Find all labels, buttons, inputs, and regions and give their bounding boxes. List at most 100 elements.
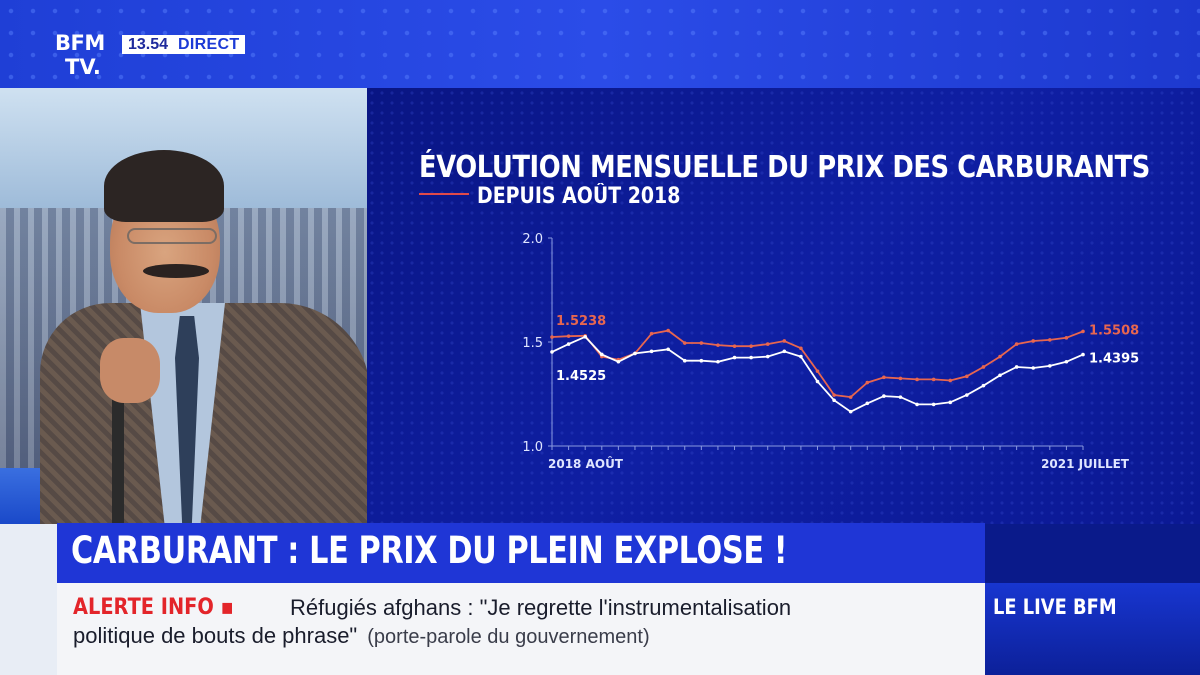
- series-point-1: [832, 398, 836, 403]
- ticker-line2: politique de bouts de phrase" (porte-paro…: [73, 623, 650, 649]
- studio-video: [0, 88, 367, 524]
- series-point-0: [1014, 342, 1019, 346]
- series-point-1: [1048, 364, 1052, 368]
- chart-panel: ÉVOLUTION MENSUELLE DU PRIX DES CARBURAN…: [367, 88, 1200, 524]
- presenter-hair: [104, 150, 224, 222]
- series-point-1: [1014, 365, 1019, 369]
- chart-title: ÉVOLUTION MENSUELLE DU PRIX DES CARBURAN…: [419, 150, 1150, 185]
- y-tick-label: 2.0: [522, 232, 543, 247]
- series-end-label: 1.5508: [1089, 323, 1139, 338]
- series-end-label: 1.4395: [1089, 352, 1139, 367]
- series-point-1: [616, 359, 621, 364]
- series-point-1: [1064, 359, 1069, 364]
- microphone: [112, 388, 124, 524]
- series-point-0: [1064, 336, 1069, 340]
- series-line-1: [551, 335, 1084, 413]
- series-point-0: [666, 328, 670, 333]
- series-point-1: [699, 358, 704, 363]
- presenter-glasses: [127, 228, 217, 244]
- series-point-0: [832, 393, 836, 397]
- series-point-1: [550, 350, 554, 354]
- live-badge: DIRECT: [178, 35, 240, 53]
- chart-subtitle: DEPUIS AOÛT 2018: [477, 184, 681, 209]
- news-ticker: ALERTE INFO ▪ Réfugiés afghans : "Je reg…: [57, 583, 985, 675]
- series-point-0: [998, 354, 1002, 359]
- live-bfm-label: LE LIVE BFM: [993, 595, 1117, 619]
- series-point-1: [815, 379, 820, 384]
- series-point-0: [882, 375, 886, 380]
- presenter-moustache: [143, 264, 209, 278]
- y-tick-label: 1.0: [522, 440, 543, 455]
- series-point-1: [1031, 366, 1036, 370]
- series-point-1: [998, 373, 1002, 378]
- bfmtv-logo: BFM TV.: [55, 33, 115, 83]
- series-start-label: 1.5238: [556, 314, 606, 329]
- series-point-1: [898, 395, 903, 399]
- series-point-0: [815, 369, 820, 373]
- series-point-0: [682, 341, 687, 345]
- series-point-1: [682, 358, 687, 363]
- series-point-1: [1081, 352, 1085, 357]
- series-point-0: [965, 374, 969, 379]
- series-point-1: [583, 335, 587, 339]
- series-point-0: [782, 339, 787, 343]
- series-point-1: [749, 355, 753, 360]
- series-point-0: [981, 365, 986, 369]
- x-start-label: 2018 AOÛT: [548, 456, 624, 471]
- series-point-1: [599, 352, 604, 357]
- series-point-1: [633, 351, 637, 356]
- series-point-0: [1048, 338, 1052, 342]
- series-point-0: [566, 334, 571, 338]
- series-point-0: [931, 377, 936, 382]
- series-point-0: [749, 344, 753, 348]
- headline-banner: CARBURANT : LE PRIX DU PLEIN EXPLOSE !: [57, 523, 985, 583]
- presenter-hand: [100, 338, 160, 403]
- series-point-0: [799, 346, 803, 351]
- series-point-1: [566, 342, 571, 346]
- series-point-0: [1081, 329, 1085, 334]
- series-point-0: [848, 395, 853, 399]
- ticker-source: (porte-parole du gouvernement): [367, 626, 650, 648]
- logo-line2: TV.: [65, 55, 101, 79]
- series-point-1: [882, 394, 886, 398]
- x-end-label: 2021 JUILLET: [1041, 457, 1130, 471]
- series-point-1: [915, 402, 919, 407]
- series-point-1: [782, 349, 787, 354]
- time-badge: 13.54 DIRECT: [122, 35, 246, 54]
- ticker-line1: Réfugiés afghans : "Je regrette l'instru…: [290, 595, 792, 620]
- series-point-1: [716, 359, 720, 364]
- series-point-0: [699, 341, 704, 345]
- series-point-0: [649, 331, 654, 336]
- series-point-1: [666, 347, 670, 352]
- series-point-1: [732, 355, 737, 360]
- series-point-1: [931, 402, 936, 407]
- series-start-label: 1.4525: [556, 369, 606, 384]
- alert-info-label: ALERTE INFO ▪: [73, 595, 234, 620]
- series-point-1: [799, 354, 803, 359]
- series-point-0: [948, 378, 953, 383]
- time-label: 13.54: [128, 35, 169, 53]
- series-point-1: [865, 401, 870, 406]
- left-strip: [0, 524, 57, 675]
- series-point-0: [915, 377, 919, 382]
- series-point-1: [981, 383, 986, 388]
- series-line-0: [551, 329, 1084, 399]
- series-point-1: [649, 349, 654, 354]
- series-point-0: [898, 376, 903, 381]
- series-point-1: [848, 409, 853, 414]
- y-tick-label: 1.5: [522, 336, 543, 351]
- headline-text: CARBURANT : LE PRIX DU PLEIN EXPLOSE !: [71, 529, 788, 572]
- series-point-0: [716, 343, 720, 347]
- series-point-0: [865, 380, 870, 385]
- series-point-0: [732, 344, 737, 348]
- series-point-1: [765, 354, 770, 359]
- ticker-line2-text: politique de bouts de phrase": [73, 623, 358, 648]
- series-point-0: [550, 335, 554, 339]
- series-point-1: [948, 400, 953, 405]
- series-point-0: [765, 342, 770, 346]
- series-point-0: [1031, 339, 1036, 343]
- price-line-chart: 2.0 1.5 1.0 2018 AOÛT 2021 JUILLET 1.5238 1.55…: [522, 232, 1139, 471]
- logo-line1: BFM: [55, 31, 105, 55]
- chart-subtitle-accent: [419, 193, 469, 195]
- series-point-1: [965, 393, 969, 397]
